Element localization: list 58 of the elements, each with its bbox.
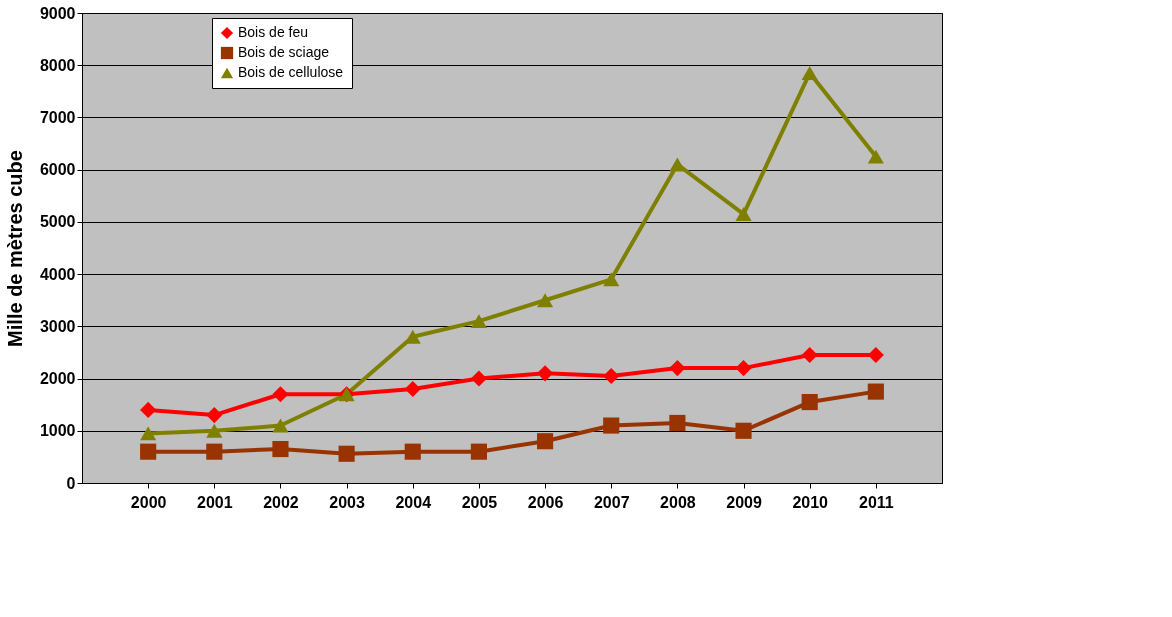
point xyxy=(470,314,487,329)
legend-label: Bois de cellulose xyxy=(238,64,344,80)
point xyxy=(140,401,157,418)
point xyxy=(206,407,223,424)
point xyxy=(669,157,686,172)
y-tick-label: 8000 xyxy=(39,56,76,74)
point xyxy=(603,367,620,385)
point xyxy=(867,149,884,164)
x-tick-label: 2010 xyxy=(792,493,829,511)
point xyxy=(470,370,487,387)
point xyxy=(537,433,554,450)
y-tick-label: 4000 xyxy=(39,265,76,283)
y-tick-label: 7000 xyxy=(39,108,76,126)
point xyxy=(603,272,620,287)
point xyxy=(272,418,289,433)
point xyxy=(669,414,686,432)
x-tick-label: 2002 xyxy=(263,493,299,511)
point xyxy=(537,293,554,308)
point xyxy=(669,360,686,377)
point xyxy=(470,443,487,460)
x-tick-label: 2011 xyxy=(858,493,894,511)
y-tick-label: 3000 xyxy=(39,317,76,335)
point xyxy=(801,66,818,81)
y-axis-title: Mille de mètres cube xyxy=(3,150,26,347)
legend-label: Bois de feu xyxy=(238,24,309,40)
x-tick-label: 2001 xyxy=(197,493,233,511)
point xyxy=(272,440,289,458)
x-tick-label: 2005 xyxy=(461,493,498,511)
point xyxy=(206,443,223,460)
point xyxy=(140,443,157,460)
point xyxy=(735,207,752,222)
x-tick-label: 2000 xyxy=(130,493,167,511)
point xyxy=(140,426,157,441)
y-tick-label: 2000 xyxy=(39,370,76,388)
x-tick-label: 2007 xyxy=(593,493,630,511)
point xyxy=(272,386,289,403)
legend-label: Bois de sciage xyxy=(238,44,330,60)
x-tick-label: 2003 xyxy=(329,493,366,511)
x-tick-label: 2006 xyxy=(527,493,564,511)
point xyxy=(801,346,818,364)
point xyxy=(404,380,421,398)
point xyxy=(206,423,223,438)
y-tick-label: 5000 xyxy=(39,213,76,231)
y-tick-label: 0 xyxy=(66,474,76,492)
point xyxy=(537,365,554,382)
point xyxy=(603,417,620,434)
x-tick-label: 2009 xyxy=(726,493,762,511)
point xyxy=(735,422,752,439)
y-tick-label: 9000 xyxy=(39,4,76,22)
point xyxy=(338,445,355,462)
y-tick-label: 1000 xyxy=(39,422,76,440)
point xyxy=(404,443,421,460)
point xyxy=(735,360,752,377)
point xyxy=(867,383,884,400)
x-tick-label: 2008 xyxy=(660,493,696,511)
y-tick-label: 6000 xyxy=(39,161,76,179)
x-tick-label: 2004 xyxy=(395,493,432,511)
point xyxy=(801,393,818,411)
